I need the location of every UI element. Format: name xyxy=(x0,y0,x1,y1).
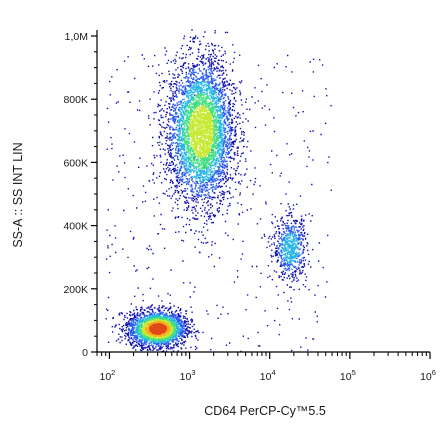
x-axis-title: CD64 PerCP-Cy™5.5 xyxy=(204,404,326,418)
x-tick-label: 104 xyxy=(260,368,276,383)
y-tick-label: 200K xyxy=(63,284,88,296)
axes xyxy=(96,30,430,353)
x-tick-label: 103 xyxy=(180,368,196,383)
x-tick-label: 106 xyxy=(420,368,436,383)
y-ticks: 0 200K 400K 600K 800K 1,0M xyxy=(63,31,97,359)
y-tick-label: 600K xyxy=(63,157,88,169)
density-level-0-events xyxy=(105,29,332,354)
y-axis-title: SS-A :: SS INT LIN xyxy=(11,142,25,247)
x-tick-label: 102 xyxy=(99,368,115,383)
x-tick-label: 105 xyxy=(340,368,356,383)
events-layer xyxy=(105,29,332,354)
density-level-2-events xyxy=(135,80,299,344)
y-tick-label: 1,0M xyxy=(65,31,88,43)
y-tick-label: 400K xyxy=(63,221,88,233)
density-level-6-events xyxy=(149,323,168,335)
x-ticks: 102 103 104 105 106 xyxy=(96,352,436,383)
y-tick-label: 0 xyxy=(82,347,88,359)
density-level-1-events xyxy=(128,66,304,347)
y-tick-label: 800K xyxy=(63,94,88,106)
